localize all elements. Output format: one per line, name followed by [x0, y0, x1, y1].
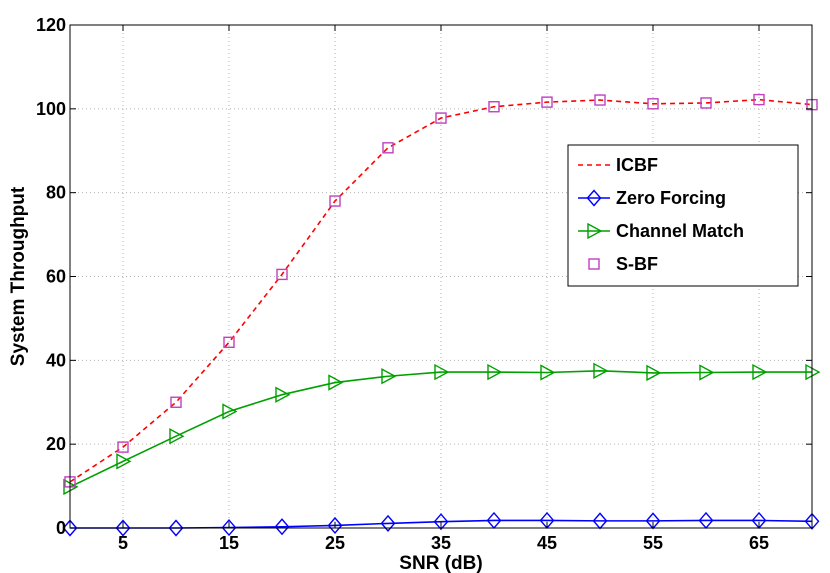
data-point: [593, 362, 609, 379]
data-point: [170, 396, 182, 408]
legend-label: Channel Match: [616, 221, 744, 241]
y-tick-label: 60: [46, 267, 66, 287]
data-point: [222, 403, 238, 420]
data-point: [541, 96, 553, 108]
data-point: [753, 93, 765, 106]
data-point: [115, 519, 131, 537]
legend-label: S-BF: [616, 254, 658, 274]
axis-ticks: 5 15 25 35 45 55 65 0 20 40 60 80 100 120: [36, 15, 812, 553]
data-point: [646, 364, 662, 382]
legend-label: Zero Forcing: [616, 188, 726, 208]
data-point: [168, 519, 184, 537]
x-tick-label: 35: [431, 533, 451, 553]
y-axis-label: System Throughput: [8, 186, 29, 366]
data-point: [223, 336, 235, 349]
data-point: [487, 363, 503, 381]
legend-marker: [587, 222, 603, 240]
legend: ICBF Zero Forcing Channel Match S-BF: [567, 144, 799, 287]
data-point: [380, 514, 396, 532]
data-point: [752, 363, 768, 381]
x-tick-label: 15: [219, 533, 239, 553]
series-icbf: [69, 98, 813, 483]
y-tick-label: 100: [36, 99, 66, 119]
legend-entry: ICBF: [578, 155, 658, 175]
x-tick-label: 25: [325, 533, 345, 553]
y-tick-label: 40: [46, 350, 66, 370]
data-point: [804, 512, 820, 530]
x-tick-label: 55: [643, 533, 663, 553]
legend-marker: [586, 189, 602, 207]
legend-entry: Zero Forcing: [578, 188, 726, 208]
y-tick-label: 120: [36, 15, 66, 35]
data-point: [382, 142, 394, 154]
legend-marker: [588, 258, 600, 270]
data-point: [62, 519, 78, 537]
series-channel-match: [63, 362, 821, 496]
legend-entry: S-BF: [588, 254, 658, 274]
data-point: [276, 268, 288, 281]
data-point: [275, 386, 291, 403]
legend-box: [567, 144, 799, 287]
data-point: [434, 363, 450, 381]
data-point: [699, 364, 715, 381]
data-point: [116, 453, 132, 470]
data-point: [117, 441, 129, 453]
data-point: [594, 94, 606, 106]
legend-label: ICBF: [616, 155, 658, 175]
data-point: [274, 518, 290, 536]
series-line: [69, 370, 812, 488]
y-tick-label: 80: [46, 183, 66, 203]
legend-entry: Channel Match: [578, 221, 744, 241]
x-axis-label: SNR (dB): [399, 553, 482, 573]
data-point: [647, 98, 659, 110]
data-point: [700, 97, 712, 109]
data-point: [328, 374, 344, 391]
data-point: [221, 519, 237, 537]
data-point: [169, 428, 185, 445]
data-point: [435, 112, 447, 124]
y-tick-label: 0: [56, 518, 66, 538]
y-tick-label: 20: [46, 434, 66, 454]
x-tick-label: 45: [537, 533, 557, 553]
x-tick-label: 65: [749, 533, 769, 553]
data-point: [433, 513, 449, 531]
data-point: [327, 516, 343, 535]
data-point: [329, 195, 341, 207]
data-point: [381, 368, 397, 385]
data-point: [540, 364, 556, 381]
series-line: [69, 98, 813, 483]
data-point: [488, 101, 500, 113]
x-tick-label: 5: [118, 533, 128, 553]
